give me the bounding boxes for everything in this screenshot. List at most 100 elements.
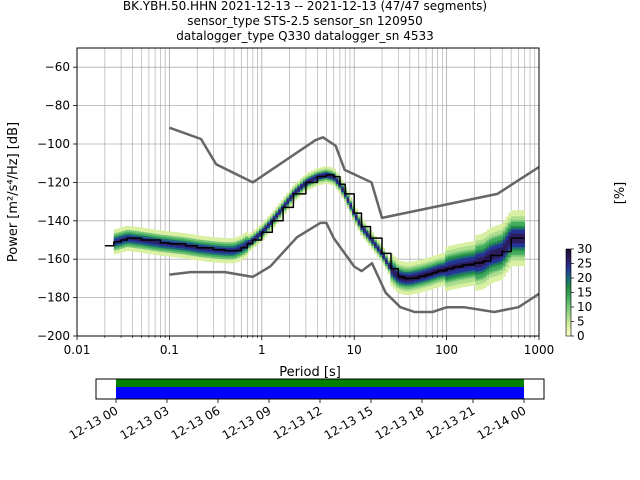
heatmap-cell (434, 262, 438, 266)
heatmap-cell (494, 269, 498, 273)
heatmap-cell (513, 244, 517, 248)
heatmap-cell (124, 229, 128, 233)
heatmap-cell (253, 237, 257, 240)
heatmap-cell (201, 247, 205, 250)
heatmap-cell (505, 226, 509, 229)
heatmap-cell (505, 224, 509, 227)
heatmap-cell (458, 243, 462, 246)
heatmap-cell (215, 239, 219, 242)
heatmap-cell (434, 281, 438, 285)
heatmap-cell (434, 278, 438, 281)
heatmap-cell (220, 257, 224, 260)
heatmap-cell (472, 279, 476, 282)
heatmap-cell (346, 191, 350, 194)
heatmap-cell (505, 264, 509, 267)
heatmap-cell (500, 258, 504, 261)
heatmap-cell (489, 273, 493, 277)
heatmap-cell (365, 232, 369, 236)
heatmap-cell (234, 243, 238, 246)
heatmap-cell (453, 252, 457, 255)
heatmap-cell (201, 237, 205, 240)
heatmap-cell (313, 184, 317, 187)
heatmap-cell (157, 239, 161, 242)
heatmap-cell (395, 276, 399, 279)
heatmap-cell (374, 247, 378, 250)
heatmap-cell (445, 273, 449, 276)
heatmap-cell (171, 241, 175, 244)
heatmap-cell (480, 283, 484, 286)
heatmap-cell (379, 254, 383, 258)
heatmap-cell (217, 239, 221, 242)
heatmap-cell (453, 248, 457, 251)
heatmap-cell (275, 208, 279, 211)
heatmap-cell (204, 253, 208, 256)
heatmap-cell (516, 225, 520, 228)
heatmap-cell (510, 260, 515, 263)
heatmap-cell (409, 292, 413, 295)
heatmap-cell (423, 283, 427, 286)
heatmap-cell (469, 243, 473, 246)
heatmap-cell (497, 267, 501, 270)
heatmap-cell (417, 286, 421, 290)
heatmap-cell (138, 231, 142, 234)
heatmap-cell (119, 233, 123, 236)
heatmap-cell (467, 255, 471, 258)
heatmap-cell (456, 247, 460, 251)
heatmap-cell (472, 271, 476, 274)
heatmap-cell (231, 259, 235, 262)
heatmap-cell (184, 256, 189, 259)
heatmap-cell (508, 264, 512, 267)
heatmap-cell (165, 254, 169, 257)
heatmap-cell (289, 192, 293, 196)
heatmap-cell (374, 243, 378, 246)
heatmap-cell (480, 233, 484, 236)
heatmap-cell (480, 239, 484, 242)
heatmap-cell (324, 169, 328, 173)
heatmap-cell (209, 236, 213, 240)
heatmap-cell (480, 235, 484, 238)
heatmap-cell (505, 220, 509, 223)
heatmap-cell (335, 179, 339, 183)
heatmap-cell (226, 257, 230, 260)
heatmap-cell (450, 252, 454, 256)
heatmap-cell (456, 253, 460, 256)
heatmap-cell (215, 237, 219, 240)
heatmap-cell (330, 169, 334, 172)
heatmap-cell (179, 236, 183, 239)
heatmap-cell (510, 233, 515, 236)
heatmap-cell (201, 255, 205, 258)
heatmap-cell (404, 265, 408, 269)
heatmap-cell (467, 280, 471, 283)
heatmap-cell (335, 187, 339, 190)
heatmap-cell (220, 258, 224, 262)
heatmap-cell (497, 270, 501, 274)
heatmap-cell (516, 242, 520, 246)
heatmap-cell (434, 268, 438, 271)
heatmap-cell (415, 260, 419, 263)
heatmap-cell (330, 167, 334, 170)
heatmap-cell (491, 228, 495, 231)
heatmap-cell (505, 235, 509, 239)
heatmap-cell (475, 263, 479, 266)
heatmap-cell (182, 244, 186, 247)
heatmap-cell (453, 261, 457, 265)
heatmap-cell (204, 238, 208, 241)
heatmap-cell (226, 240, 230, 243)
heatmap-cell (486, 247, 490, 250)
heatmap-cell (250, 233, 254, 237)
heatmap-cell (119, 227, 123, 230)
heatmap-cell (409, 267, 413, 270)
heatmap-cell (206, 248, 210, 251)
heatmap-cell (335, 174, 339, 177)
heatmap-cell (516, 246, 520, 249)
heatmap-cell (195, 248, 199, 251)
heatmap-cell (521, 214, 525, 217)
heatmap-cell (395, 262, 399, 266)
heatmap-cell (242, 235, 246, 238)
heatmap-cell (516, 240, 520, 244)
heatmap-cell (431, 282, 435, 286)
heatmap-cell (458, 264, 462, 267)
heatmap-cell (354, 223, 358, 226)
heatmap-cell (458, 270, 462, 273)
